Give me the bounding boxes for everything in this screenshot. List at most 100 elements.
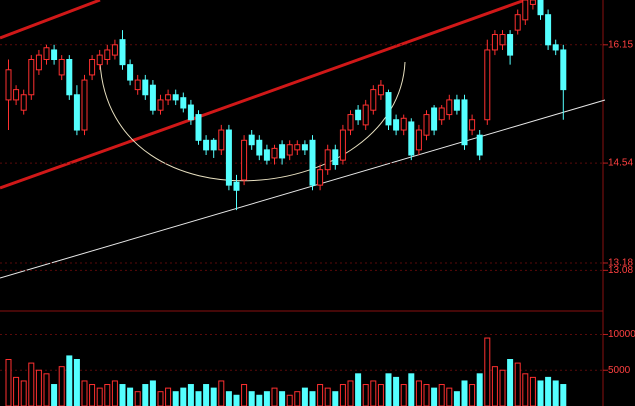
volume-bar (203, 384, 210, 406)
volume-bar (537, 380, 544, 406)
candle-body (20, 94, 27, 111)
volume-bar (294, 391, 301, 406)
volume-bar (172, 391, 179, 406)
volume-bar (431, 387, 438, 406)
candle-body (263, 149, 270, 161)
candle-body (347, 114, 354, 131)
volume-bar (301, 387, 308, 406)
candle-body (35, 54, 42, 71)
candle-body (210, 139, 217, 151)
volume-bar (43, 373, 50, 406)
candle-body (142, 79, 149, 96)
volume-bar (438, 384, 445, 406)
volume-bar (180, 387, 187, 406)
volume-bar (271, 387, 278, 406)
candle-body (507, 34, 514, 56)
volume-bar (28, 362, 35, 406)
volume-bar (279, 391, 286, 406)
volume-bar (241, 384, 248, 406)
volume-bar (225, 391, 232, 406)
candle-body (552, 44, 559, 51)
candle-body (294, 144, 301, 151)
candle-body (203, 139, 210, 151)
volume-bar (233, 394, 240, 406)
volume-bar (165, 387, 172, 406)
candle-body (165, 94, 172, 101)
candle-body (446, 99, 453, 116)
candle-body (317, 169, 324, 186)
candle-body (73, 94, 80, 131)
candle-body (514, 14, 521, 31)
candle-body (393, 119, 400, 131)
volume-bar (104, 384, 111, 406)
candle-body (187, 104, 194, 121)
y-tick-label: 13.08 (608, 265, 633, 276)
candle-body (271, 147, 278, 159)
volume-bar (423, 384, 430, 406)
candle-body (370, 89, 377, 111)
volume-bar (210, 387, 217, 406)
volume-bar (248, 391, 255, 406)
candle-body (104, 49, 111, 61)
candle-body (81, 79, 88, 131)
candle-body (51, 49, 58, 61)
candle-body (324, 149, 331, 171)
candle-body (545, 14, 552, 46)
volume-bar (446, 387, 453, 406)
volume-bar (362, 384, 369, 406)
volume-bar (73, 359, 80, 406)
volume-bar (560, 384, 567, 406)
candle-body (423, 114, 430, 136)
volume-bar (476, 373, 483, 406)
volume-bar (377, 384, 384, 406)
volume-bar (58, 366, 65, 406)
volume-bar (355, 373, 362, 406)
candle-body (241, 139, 248, 181)
volume-bar (96, 387, 103, 406)
candle-body (309, 139, 316, 186)
candle-body (279, 144, 286, 159)
candle-body (461, 99, 468, 146)
volume-bar (134, 391, 141, 406)
volume-bar (81, 380, 88, 406)
candle-body (438, 107, 445, 121)
volume-bar (317, 384, 324, 406)
candle-body (431, 107, 438, 131)
candle-body (149, 84, 156, 111)
candle-body (408, 121, 415, 156)
volume-bar (347, 380, 354, 406)
volume-bar (89, 384, 96, 406)
candle-body (355, 109, 362, 121)
volume-bar (507, 359, 514, 406)
volume-bar (51, 384, 58, 406)
volume-bar (13, 376, 20, 406)
volume-bar (218, 380, 225, 406)
candle-body (127, 64, 134, 81)
y-tick-label: 16.15 (608, 39, 633, 50)
candle-body (256, 139, 263, 156)
volume-bar (149, 380, 156, 406)
candle-body (218, 129, 225, 151)
candle-body (301, 144, 308, 151)
candle-body (111, 44, 118, 56)
volume-bar (187, 384, 194, 406)
candle-body (134, 79, 141, 91)
volume-bar (20, 380, 27, 406)
candle-body (96, 54, 103, 66)
volume-bar (484, 337, 491, 406)
candle-body (28, 59, 35, 96)
candle-body (339, 129, 346, 161)
volume-bar (263, 391, 270, 406)
volume-bar (142, 384, 149, 406)
candle-body (400, 117, 407, 131)
volume-bar (195, 391, 202, 406)
volume-bar (324, 387, 331, 406)
volume-bar (545, 376, 552, 406)
volume-bar (157, 391, 164, 406)
volume-bar (256, 394, 263, 406)
channel-line (0, 0, 101, 40)
candle-body (66, 59, 73, 96)
volume-bar (408, 373, 415, 406)
